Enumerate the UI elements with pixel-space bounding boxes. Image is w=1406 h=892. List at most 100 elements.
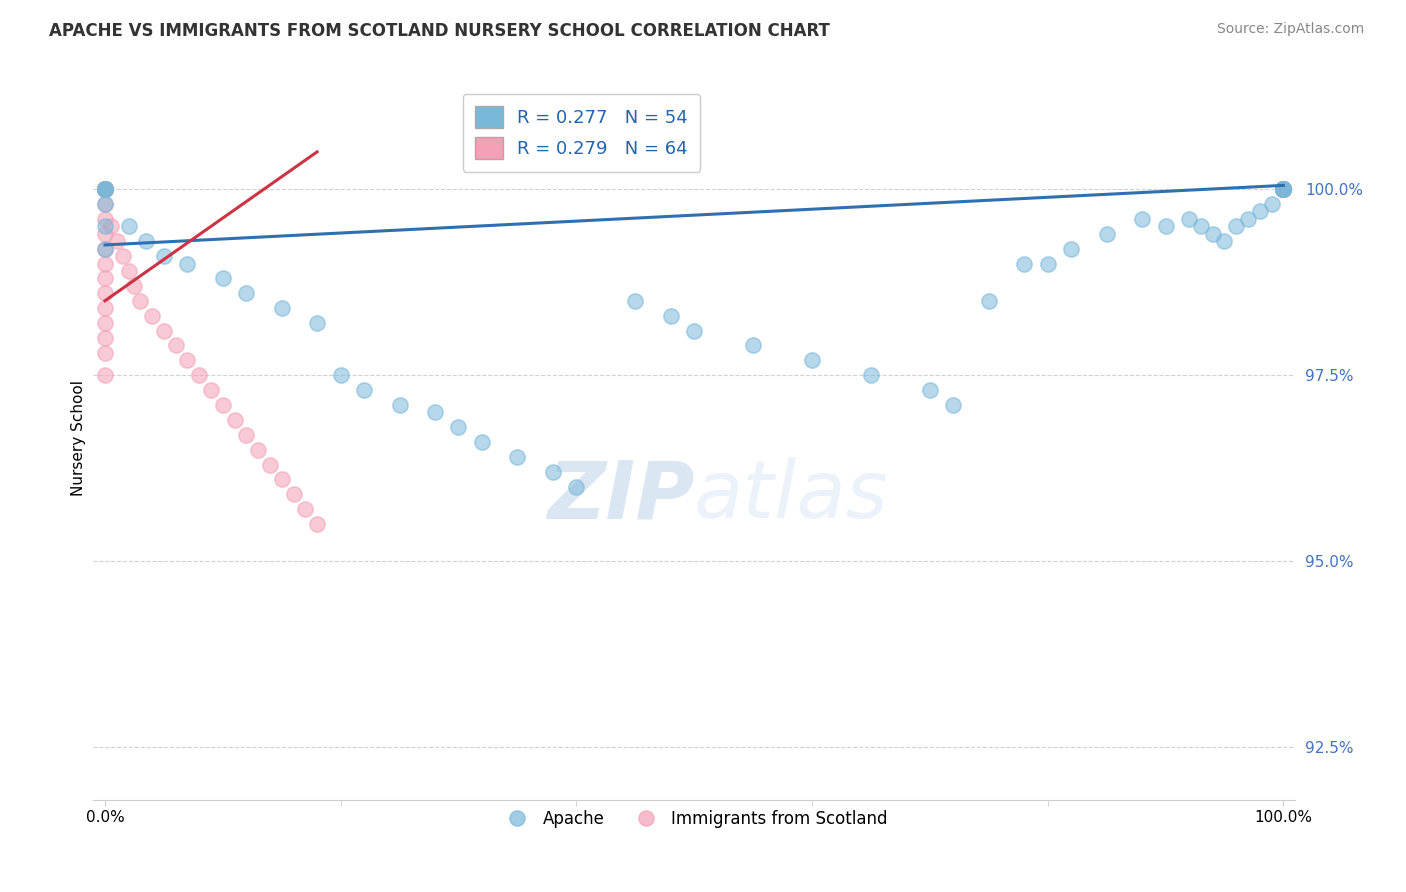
Point: [188, 368, 211, 383]
Text: Source: ZipAtlas.com: Source: ZipAtlas.com: [1216, 22, 1364, 37]
Point: [1237, 211, 1260, 226]
Point: [211, 398, 233, 412]
Point: [270, 301, 292, 316]
Point: [124, 278, 146, 293]
Point: [329, 368, 352, 383]
Point: [683, 324, 706, 338]
Point: [270, 472, 292, 486]
Point: [1272, 182, 1295, 196]
Point: [211, 271, 233, 285]
Point: [1272, 182, 1295, 196]
Point: [1272, 182, 1295, 196]
Y-axis label: Nursery School: Nursery School: [72, 381, 86, 497]
Point: [353, 383, 375, 397]
Point: [1272, 182, 1295, 196]
Point: [117, 219, 139, 234]
Point: [94, 182, 117, 196]
Point: [1272, 182, 1295, 196]
Point: [918, 383, 941, 397]
Point: [1249, 204, 1271, 219]
Point: [1272, 182, 1295, 196]
Point: [423, 405, 446, 419]
Point: [94, 346, 117, 360]
Point: [1154, 219, 1177, 234]
Point: [1012, 256, 1035, 270]
Point: [105, 234, 128, 248]
Point: [1036, 256, 1059, 270]
Point: [1272, 182, 1295, 196]
Point: [94, 219, 117, 234]
Point: [447, 420, 470, 434]
Point: [1225, 219, 1247, 234]
Point: [1272, 182, 1295, 196]
Point: [1272, 182, 1295, 196]
Point: [859, 368, 882, 383]
Point: [176, 353, 198, 368]
Point: [111, 249, 134, 263]
Point: [1272, 182, 1295, 196]
Point: [1201, 227, 1223, 241]
Point: [1130, 211, 1153, 226]
Point: [659, 309, 682, 323]
Point: [200, 383, 222, 397]
Point: [94, 271, 117, 285]
Point: [1272, 182, 1295, 196]
Point: [94, 182, 117, 196]
Point: [1272, 182, 1295, 196]
Point: [1272, 182, 1295, 196]
Point: [94, 182, 117, 196]
Point: [506, 450, 529, 464]
Point: [1189, 219, 1212, 234]
Point: [977, 293, 1000, 308]
Point: [94, 227, 117, 241]
Point: [94, 182, 117, 196]
Point: [1213, 234, 1236, 248]
Point: [1272, 182, 1295, 196]
Point: [1272, 182, 1295, 196]
Point: [129, 293, 152, 308]
Point: [541, 465, 564, 479]
Point: [259, 458, 281, 472]
Point: [153, 249, 176, 263]
Point: [307, 316, 329, 330]
Point: [1272, 182, 1295, 196]
Point: [94, 182, 117, 196]
Point: [1272, 182, 1295, 196]
Point: [94, 182, 117, 196]
Point: [94, 182, 117, 196]
Point: [1272, 182, 1295, 196]
Point: [742, 338, 765, 352]
Point: [117, 264, 139, 278]
Point: [94, 211, 117, 226]
Point: [1272, 182, 1295, 196]
Point: [235, 427, 257, 442]
Point: [1272, 182, 1295, 196]
Point: [1272, 182, 1295, 196]
Point: [1272, 182, 1295, 196]
Point: [224, 413, 246, 427]
Point: [94, 301, 117, 316]
Point: [94, 182, 117, 196]
Point: [1095, 227, 1118, 241]
Point: [165, 338, 187, 352]
Point: [1060, 242, 1083, 256]
Point: [1272, 182, 1295, 196]
Point: [94, 256, 117, 270]
Point: [307, 517, 329, 532]
Legend: Apache, Immigrants from Scotland: Apache, Immigrants from Scotland: [494, 803, 894, 835]
Point: [565, 480, 588, 494]
Point: [94, 331, 117, 345]
Point: [1272, 182, 1295, 196]
Text: APACHE VS IMMIGRANTS FROM SCOTLAND NURSERY SCHOOL CORRELATION CHART: APACHE VS IMMIGRANTS FROM SCOTLAND NURSE…: [49, 22, 830, 40]
Point: [294, 502, 316, 516]
Point: [1178, 211, 1201, 226]
Point: [94, 182, 117, 196]
Point: [1260, 197, 1282, 211]
Point: [94, 197, 117, 211]
Point: [801, 353, 824, 368]
Point: [283, 487, 305, 501]
Point: [1272, 182, 1295, 196]
Point: [1272, 182, 1295, 196]
Point: [1272, 182, 1295, 196]
Point: [942, 398, 965, 412]
